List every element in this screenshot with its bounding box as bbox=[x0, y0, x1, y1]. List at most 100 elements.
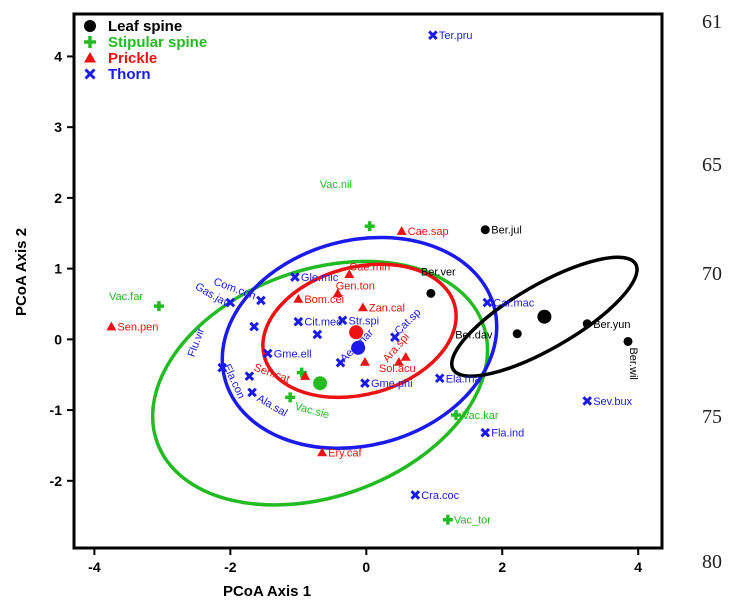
data-point bbox=[359, 356, 370, 366]
data-point bbox=[335, 357, 346, 368]
margin-number: 75 bbox=[702, 406, 722, 428]
data-point bbox=[293, 294, 304, 303]
legend-entry: Stipular spine bbox=[108, 34, 207, 51]
data-point bbox=[390, 332, 400, 343]
data-point bbox=[344, 269, 355, 279]
plot-frame bbox=[72, 12, 664, 550]
data-point bbox=[396, 226, 407, 235]
centroid-marker bbox=[537, 309, 552, 324]
point-label: Bom.cei bbox=[304, 294, 344, 306]
confidence-ellipse bbox=[150, 259, 490, 507]
point-label: Cit.med bbox=[304, 317, 342, 329]
data-point bbox=[106, 321, 117, 331]
data-point bbox=[451, 410, 462, 421]
point-label: Ela.rha bbox=[446, 373, 482, 385]
data-point bbox=[582, 319, 592, 329]
x-stroke bbox=[335, 357, 346, 368]
data-point bbox=[312, 329, 323, 340]
x-axis-title: PCoA Axis 1 bbox=[223, 583, 311, 600]
confidence-ellipse bbox=[450, 255, 639, 378]
point-label: Fla.ind bbox=[491, 428, 524, 440]
point-label: Cae.min bbox=[349, 261, 390, 273]
y-tick-label: -2 bbox=[50, 473, 63, 489]
margin-number: 61 bbox=[702, 11, 722, 33]
data-point bbox=[393, 356, 404, 366]
margin-number: 80 bbox=[702, 551, 722, 573]
point-label: Sev.bux bbox=[593, 396, 632, 408]
x-stroke bbox=[410, 490, 421, 500]
data-point bbox=[357, 302, 368, 312]
point-label: Vac.kar bbox=[462, 410, 499, 422]
data-point bbox=[426, 288, 436, 298]
x-stroke bbox=[337, 315, 348, 326]
data-point bbox=[84, 68, 96, 80]
x-stroke bbox=[225, 297, 236, 308]
point-label: Vac.sie bbox=[293, 401, 330, 422]
point-label: Ber.wil bbox=[627, 347, 639, 379]
x-stroke bbox=[582, 396, 593, 406]
point-label: Flu.vir bbox=[186, 326, 208, 359]
x-stroke bbox=[247, 387, 257, 398]
data-point bbox=[512, 329, 522, 339]
y-axis-title: PCoA Axis 2 bbox=[13, 228, 30, 316]
y-tick-label: 4 bbox=[54, 48, 62, 64]
x-stroke bbox=[428, 30, 438, 41]
y-tick-label: -1 bbox=[50, 402, 63, 418]
data-point bbox=[217, 362, 228, 373]
data-point bbox=[256, 295, 266, 306]
x-tick-label: 4 bbox=[634, 559, 642, 575]
legend-entry: Leaf spine bbox=[108, 18, 182, 35]
data-point bbox=[337, 315, 348, 326]
data-point bbox=[249, 321, 259, 332]
point-label: Gme.ell bbox=[274, 348, 312, 360]
centroid-marker bbox=[351, 340, 366, 355]
data-point bbox=[84, 36, 96, 48]
point-label: Sen.cat bbox=[252, 362, 291, 386]
point-label: Ter.pru bbox=[439, 30, 473, 42]
point-label: Ery.caf bbox=[328, 448, 362, 460]
point-label: Ber.dav bbox=[455, 330, 493, 342]
data-point bbox=[364, 221, 375, 232]
x-stroke bbox=[290, 272, 300, 282]
data-point bbox=[225, 297, 236, 308]
point-label: Vac_tor bbox=[454, 515, 491, 527]
data-point bbox=[410, 490, 421, 500]
x-stroke bbox=[244, 371, 255, 381]
data-point bbox=[400, 352, 411, 361]
data-point bbox=[262, 348, 273, 359]
x-stroke bbox=[360, 378, 370, 389]
data-point bbox=[293, 316, 304, 327]
point-label: Gen.ton bbox=[336, 280, 375, 292]
x-tick-label: -2 bbox=[224, 559, 237, 575]
data-point bbox=[290, 272, 300, 282]
data-point bbox=[153, 301, 164, 312]
data-point bbox=[360, 378, 370, 389]
data-point bbox=[84, 20, 96, 32]
y-tick-label: 1 bbox=[54, 261, 62, 277]
point-label: Zan.cal bbox=[369, 303, 405, 315]
x-stroke bbox=[84, 68, 96, 80]
plot-area: Ber.jul Ber.ver Ber.dav Ber.yun Ber.wil Vac.n… bbox=[106, 30, 639, 527]
point-label: Ber.jul bbox=[491, 225, 522, 237]
point-label: Str.spi bbox=[349, 315, 380, 327]
x-stroke bbox=[434, 373, 445, 384]
x-tick-label: 2 bbox=[498, 559, 506, 575]
data-point bbox=[482, 297, 493, 308]
data-point bbox=[442, 514, 453, 525]
data-point bbox=[300, 371, 311, 380]
point-label: Gme.phi bbox=[371, 378, 413, 390]
x-stroke bbox=[480, 427, 491, 438]
legend-entry: Thorn bbox=[108, 66, 151, 83]
data-point bbox=[317, 447, 328, 457]
point-label: Vac.nil bbox=[320, 179, 352, 191]
data-point bbox=[247, 387, 257, 398]
data-point bbox=[428, 30, 438, 41]
axes: PCoA Axis 1 PCoA Axis 2 -4 -2 0 2 4 -2 -1 0 1 2 3 4 bbox=[13, 12, 664, 600]
x-stroke bbox=[249, 321, 259, 332]
y-tick-label: 0 bbox=[54, 331, 62, 347]
data-point bbox=[285, 392, 296, 403]
x-stroke bbox=[312, 329, 323, 340]
confidence-ellipse bbox=[220, 235, 499, 451]
